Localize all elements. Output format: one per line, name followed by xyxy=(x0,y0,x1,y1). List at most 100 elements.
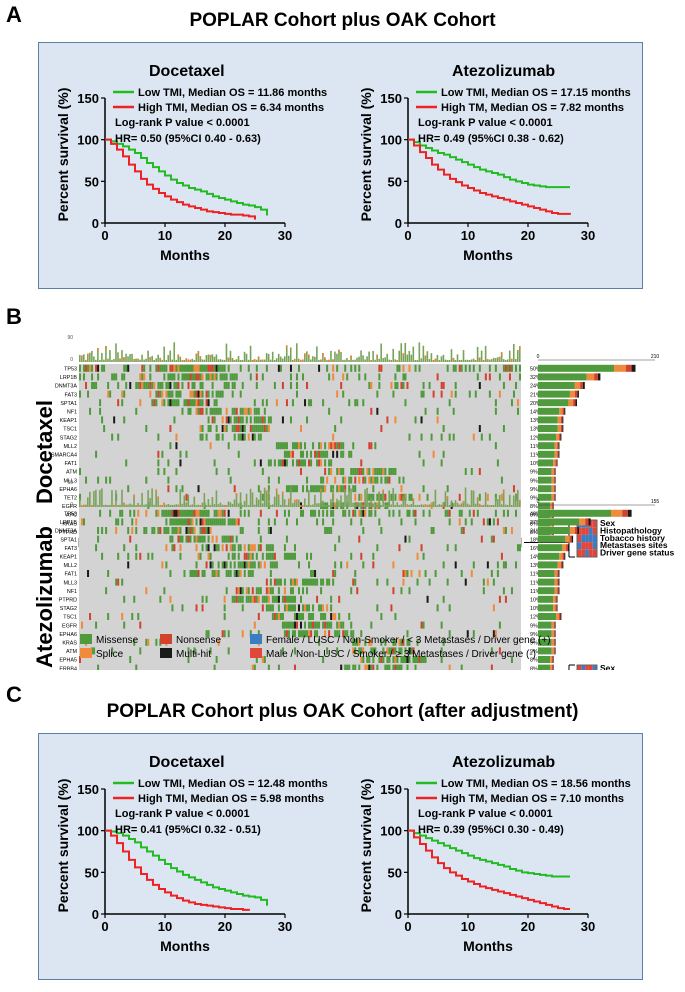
tmb-bar xyxy=(518,499,521,507)
mutation-cell xyxy=(283,459,286,467)
mutation-cell xyxy=(277,442,280,450)
mutation-cell xyxy=(245,587,248,595)
mutation-cell xyxy=(209,647,212,655)
mutation-cell xyxy=(227,509,230,517)
legend-label: Splice xyxy=(96,649,124,660)
tmb-bar xyxy=(350,488,352,507)
tmb-bar xyxy=(464,359,467,362)
tmb-bar xyxy=(167,355,170,362)
mutation-cell xyxy=(360,656,363,663)
mutation-cell xyxy=(392,647,395,655)
mutation-cell xyxy=(338,630,341,638)
mutation-cell xyxy=(187,364,190,372)
mutation-cell xyxy=(195,518,198,526)
mutation-cell xyxy=(346,664,349,670)
mutation-cell xyxy=(372,647,375,655)
mutation-cell xyxy=(446,578,449,586)
docetaxel-side-title: Docetaxel xyxy=(32,400,57,504)
mutation-cell xyxy=(255,416,258,424)
mutation-cell xyxy=(432,390,435,398)
mutation-cell xyxy=(320,613,323,620)
freq-bar-missense xyxy=(538,587,555,595)
mutation-cell xyxy=(496,561,499,569)
tmb-bar-splice xyxy=(293,499,296,503)
tmb-bar xyxy=(490,359,493,362)
mutation-cell xyxy=(376,493,379,501)
mutation-cell xyxy=(488,433,491,441)
mutation-cell xyxy=(169,373,172,381)
mutation-cell xyxy=(145,638,148,646)
mutation-cell xyxy=(203,518,206,526)
mutation-cell xyxy=(452,433,455,441)
mutation-cell xyxy=(209,373,212,381)
mutation-cell xyxy=(215,364,218,372)
mutation-cell xyxy=(285,399,288,407)
mutation-cell xyxy=(195,373,198,381)
mutation-cell xyxy=(306,450,309,458)
mutation-cell xyxy=(472,509,475,517)
mutation-cell xyxy=(167,399,170,407)
mutation-cell xyxy=(370,621,373,629)
mutation-cell xyxy=(360,518,363,526)
mutation-cell xyxy=(358,647,361,655)
tmb-bar-splice xyxy=(446,496,449,500)
mutation-cell xyxy=(249,630,252,638)
tmb-bar xyxy=(460,359,463,362)
tmb-bar xyxy=(281,358,284,362)
mutation-cell xyxy=(273,613,276,620)
mutation-cell xyxy=(488,390,491,398)
mutation-cell xyxy=(424,570,427,577)
mutation-cell xyxy=(332,509,335,517)
gene-label: FAT3 xyxy=(65,392,77,398)
mutation-cell xyxy=(384,493,387,501)
mutation-cell xyxy=(372,561,375,569)
mutation-cell xyxy=(201,595,204,603)
tmb-bar xyxy=(271,504,274,507)
gene-frequency: 8% xyxy=(530,513,538,519)
mutation-cell xyxy=(498,647,501,655)
mutation-cell xyxy=(472,561,475,569)
mutation-cell xyxy=(289,364,292,372)
mutation-cell xyxy=(187,509,190,517)
tmb-bar xyxy=(336,498,338,507)
mutation-cell xyxy=(225,407,228,415)
tmb-bar xyxy=(285,345,288,362)
tmb-bar xyxy=(139,359,141,362)
mutation-cell xyxy=(219,509,222,517)
mutation-cell xyxy=(287,450,290,458)
mutation-cell xyxy=(442,425,445,432)
mutation-cell xyxy=(267,595,270,603)
mutation-cell xyxy=(243,570,246,577)
mutation-cell xyxy=(253,561,256,569)
mutation-cell xyxy=(165,382,168,389)
km-curve-high-tmi xyxy=(105,829,250,911)
mutation-cell xyxy=(201,604,204,612)
tmb-bar xyxy=(442,502,445,507)
mutation-cell xyxy=(448,433,451,441)
mutation-cell xyxy=(183,399,186,407)
gene-label: ERBB4 xyxy=(59,666,77,670)
legend-swatch xyxy=(160,634,172,644)
mutation-cell xyxy=(454,544,457,552)
freq-bar-missense xyxy=(538,527,570,534)
mutation-cell xyxy=(300,425,303,432)
tmb-bar xyxy=(442,354,445,362)
mutation-cell xyxy=(420,433,423,441)
mutation-cell xyxy=(249,407,252,415)
mutation-cell xyxy=(382,656,385,663)
tmb-bar xyxy=(215,354,218,362)
mutation-cell xyxy=(446,364,449,372)
freq-bar-multihit xyxy=(556,604,558,612)
y-tick-label: 100 xyxy=(380,133,402,148)
mutation-cell xyxy=(199,399,202,407)
mutation-cell xyxy=(183,570,186,577)
mutation-cell xyxy=(436,407,439,415)
mutation-cell xyxy=(261,373,264,381)
mutation-cell xyxy=(139,399,142,407)
x-tick-label: 20 xyxy=(218,919,232,934)
mutation-cell xyxy=(175,399,178,407)
mutation-cell xyxy=(173,399,176,407)
mutation-cell xyxy=(273,459,276,467)
freq-bar-multihit xyxy=(552,502,554,510)
